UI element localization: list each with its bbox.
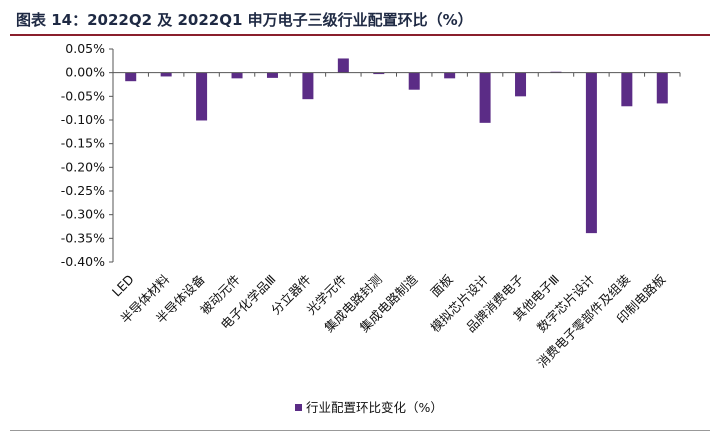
y-axis: 0.05% 0.00% -0.05% -0.10% -0.15% -0.20% -0.25%…	[61, 41, 114, 269]
footer-rule	[10, 430, 710, 431]
y-tick-label: -0.20%	[61, 159, 105, 174]
title-rule	[10, 34, 710, 36]
bar	[373, 72, 385, 75]
y-tick-label: -0.05%	[61, 88, 105, 103]
bar	[302, 72, 314, 100]
bar	[479, 72, 491, 123]
chart-title: 图表 14：2022Q2 及 2022Q1 申万电子三级行业配置环比（%）	[16, 11, 473, 29]
y-tick-label: 0.00%	[65, 65, 105, 80]
bar	[231, 72, 243, 79]
bar	[266, 72, 278, 78]
bar	[125, 72, 137, 82]
y-tick-label: -0.30%	[61, 207, 105, 222]
category-label: 面板	[427, 271, 456, 300]
bar	[585, 72, 597, 234]
bar	[337, 58, 349, 73]
y-tick-label: 0.05%	[65, 41, 105, 56]
bar	[656, 72, 668, 104]
y-tick-label: -0.15%	[61, 136, 105, 151]
y-tick-label: -0.35%	[61, 230, 105, 245]
category-label: LED	[109, 272, 137, 300]
y-tick-label: -0.25%	[61, 183, 105, 198]
bar-series	[125, 58, 668, 234]
y-tick-label: -0.10%	[61, 112, 105, 127]
y-tick-label: -0.40%	[61, 254, 105, 269]
bar	[408, 72, 420, 90]
chart-header: 图表 14：2022Q2 及 2022Q1 申万电子三级行业配置环比（%）	[10, 0, 710, 36]
bar	[160, 72, 172, 77]
x-axis	[112, 72, 681, 77]
bar	[515, 72, 527, 97]
legend-label: 行业配置环比变化（%）	[306, 400, 443, 415]
legend: 行业配置环比变化（%）	[295, 400, 443, 415]
bar	[444, 72, 456, 79]
bar	[196, 72, 208, 121]
category-labels: LED半导体材料半导体设备被动元件电子化学品Ⅲ分立器件光学元件集成电路封测集成电…	[109, 271, 669, 370]
bar	[621, 72, 633, 107]
legend-swatch	[295, 404, 302, 411]
